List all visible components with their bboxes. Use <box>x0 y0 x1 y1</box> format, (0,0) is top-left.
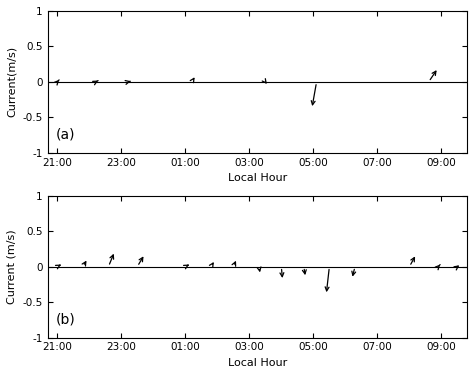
X-axis label: Local Hour: Local Hour <box>228 173 287 183</box>
X-axis label: Local Hour: Local Hour <box>228 358 287 368</box>
Text: (b): (b) <box>56 312 76 326</box>
Y-axis label: Current(m/s): Current(m/s) <box>7 46 17 117</box>
Y-axis label: Current (m/s): Current (m/s) <box>7 230 17 304</box>
Text: (a): (a) <box>56 128 75 141</box>
